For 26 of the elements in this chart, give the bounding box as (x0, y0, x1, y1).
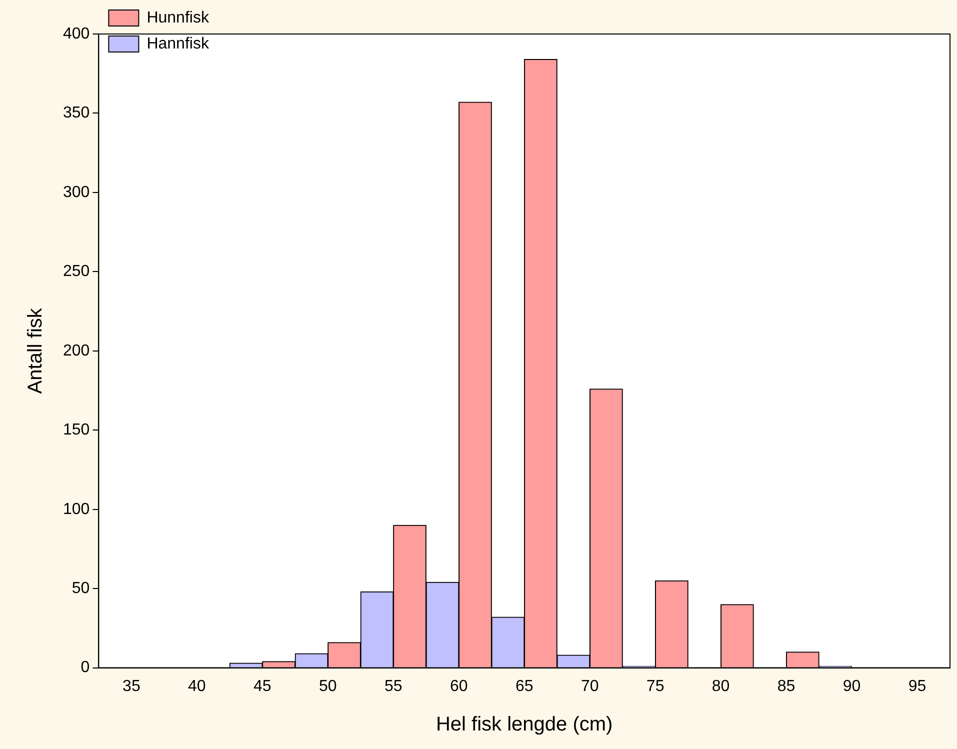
y-tick-label: 300 (62, 184, 90, 201)
x-tick-label: 40 (188, 678, 206, 695)
y-tick-label: 50 (72, 580, 90, 597)
y-tick-label: 350 (62, 104, 90, 122)
x-tick-label: 45 (254, 678, 272, 695)
x-tick-label: 90 (842, 678, 861, 695)
legend-label: Hannfisk (146, 35, 210, 52)
y-tick-label: 0 (80, 659, 90, 676)
y-tick-label: 200 (62, 342, 90, 360)
x-tick-label: 55 (384, 678, 402, 695)
x-tick-label: 60 (450, 678, 468, 695)
y-tick-label: 400 (62, 25, 90, 42)
x-tick-label: 95 (908, 678, 926, 695)
x-tick-label: 65 (515, 678, 534, 695)
x-tick-label: 85 (777, 678, 796, 695)
y-tick-label: 150 (62, 422, 90, 439)
x-tick-label: 70 (580, 678, 599, 695)
y-axis-title: Antall fisk (24, 307, 47, 394)
x-tick-label: 50 (318, 678, 337, 695)
x-axis-title: Hel fisk lengde (cm) (436, 714, 613, 736)
y-tick-label: 250 (62, 263, 90, 280)
x-tick-label: 80 (712, 678, 730, 695)
x-tick-label: 35 (122, 678, 140, 695)
legend-label: Hunnfisk (146, 9, 210, 26)
y-tick-label: 100 (62, 500, 90, 518)
x-tick-label: 75 (646, 678, 664, 695)
